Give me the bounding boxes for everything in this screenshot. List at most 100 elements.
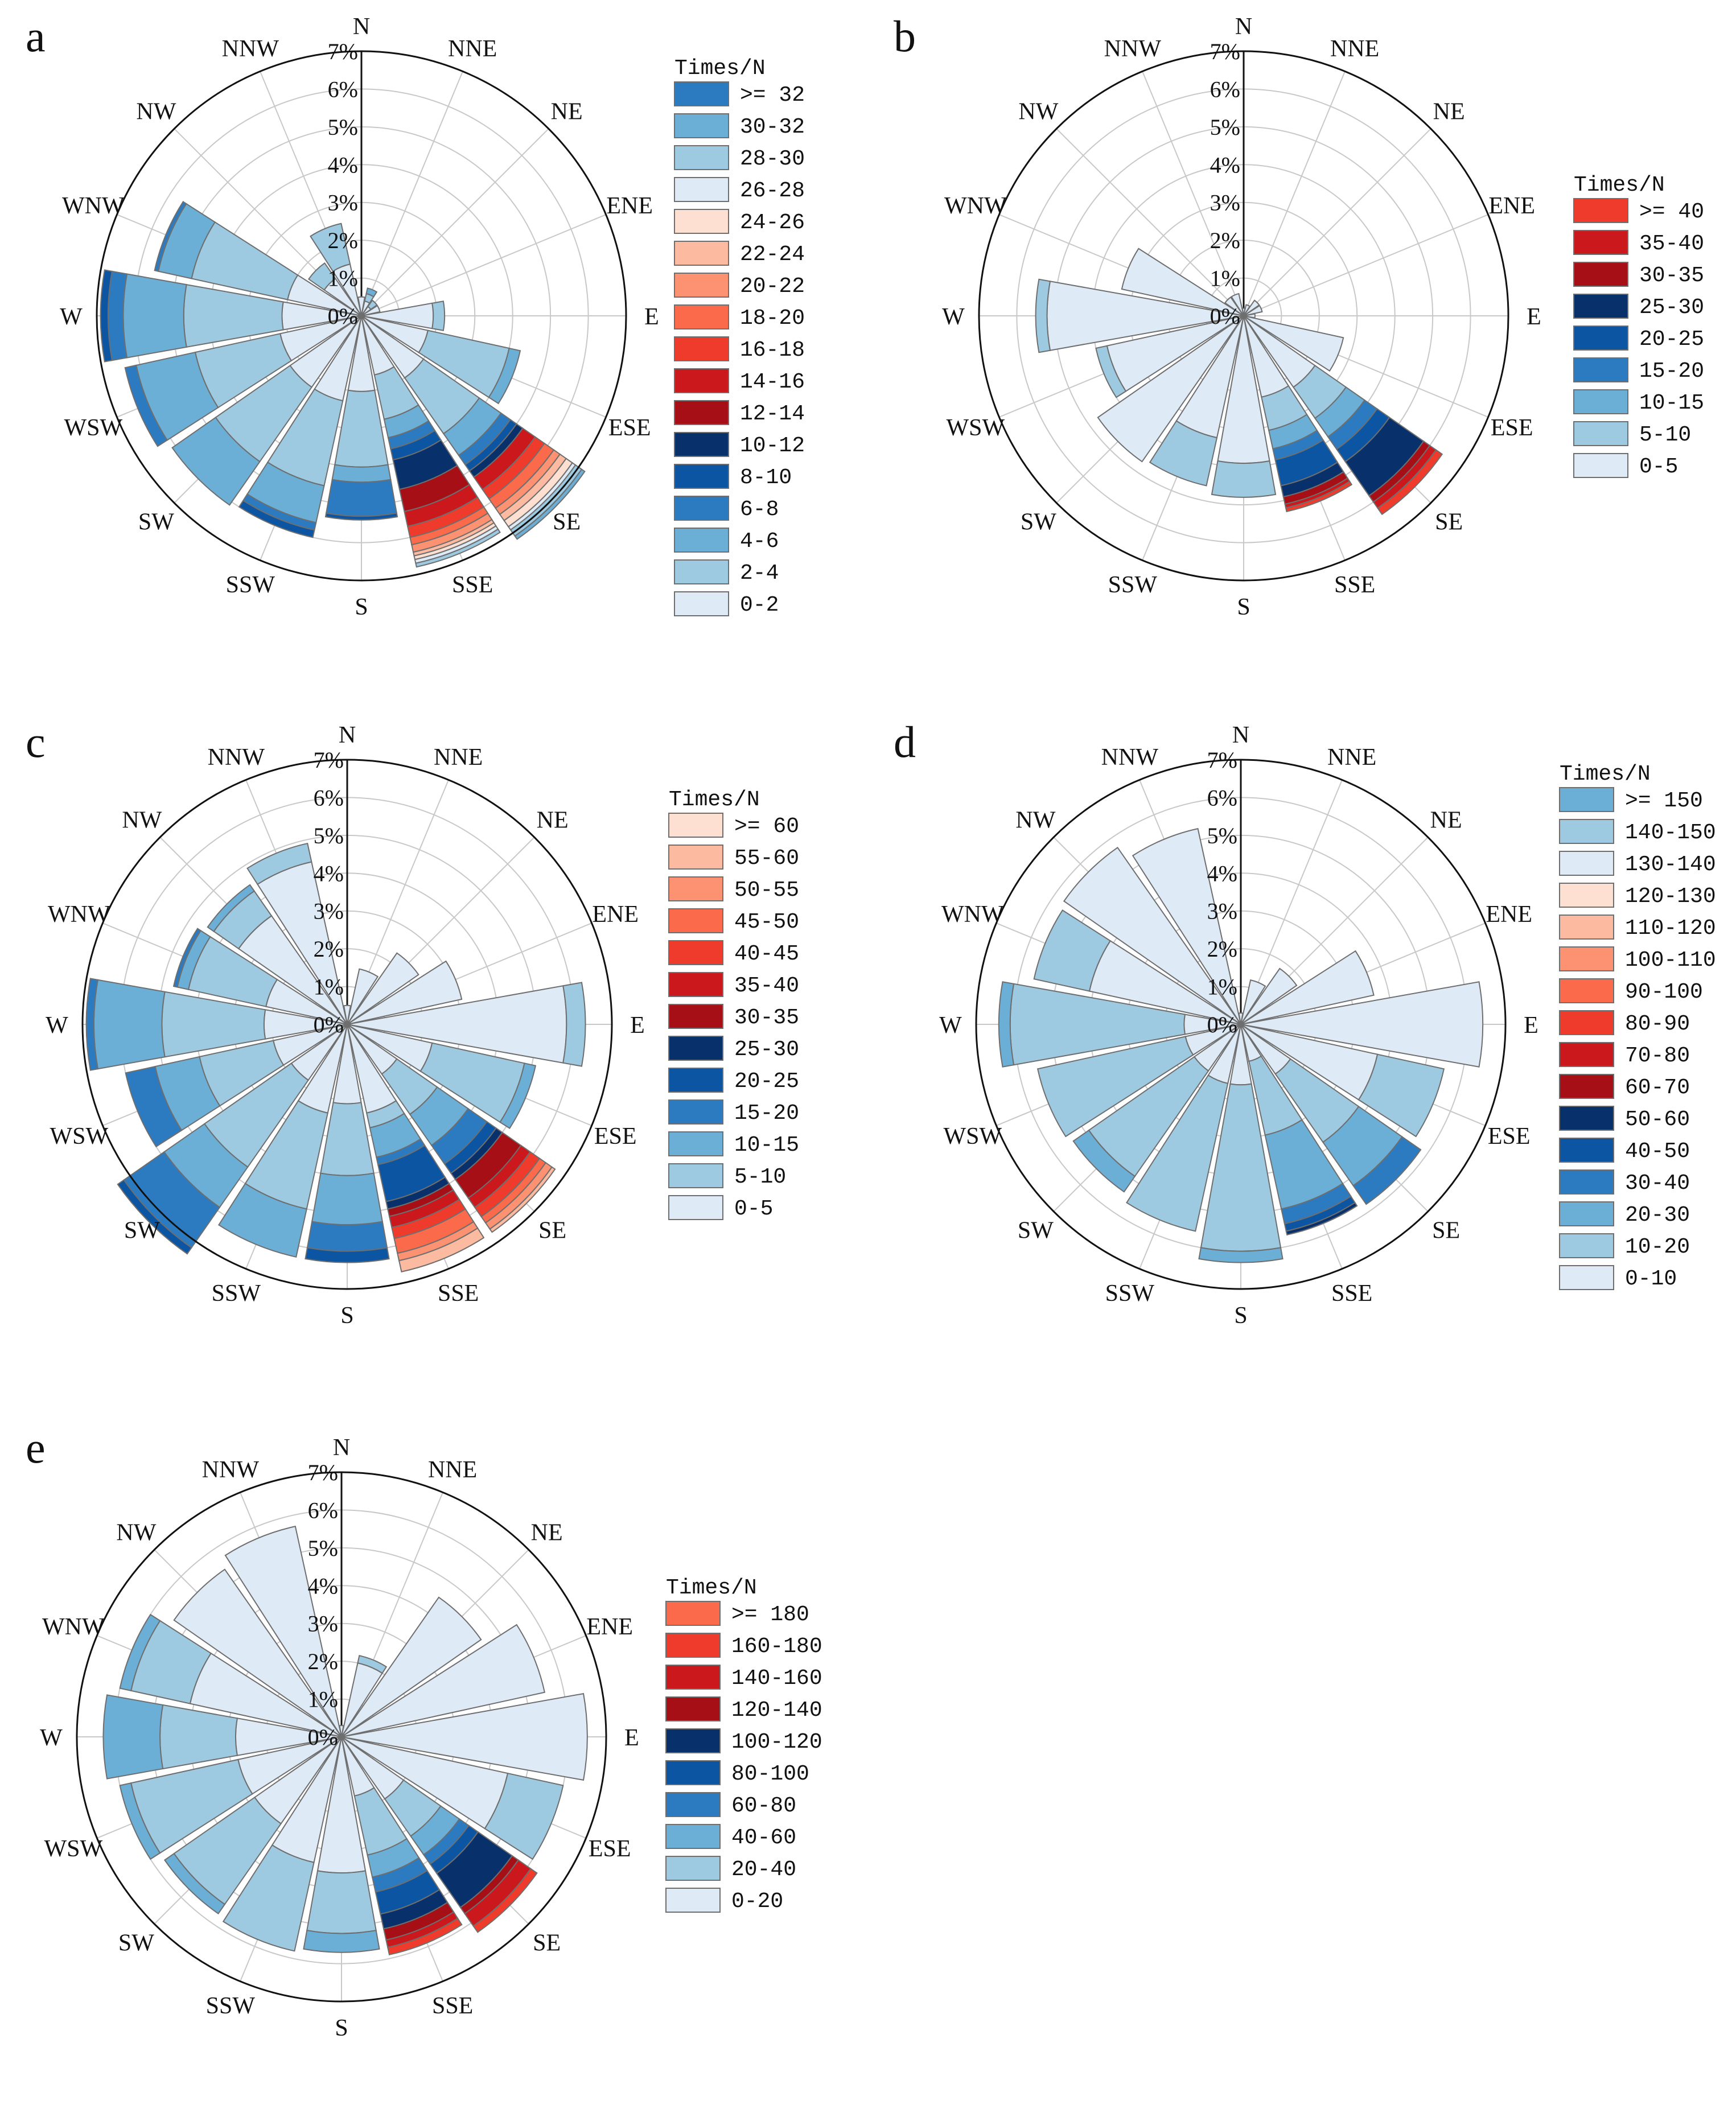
legend-label: 28-30 (740, 147, 805, 171)
direction-label-WSW: WSW (50, 1123, 108, 1150)
legend-label: 160-180 (731, 1634, 822, 1659)
petal-SW-bin-2 (163, 1852, 226, 1915)
petal-NW-bin-0 (173, 1568, 342, 1737)
radial-tick-label: 0% (314, 1012, 344, 1037)
radial-tick-label: 3% (308, 1611, 338, 1637)
legend-label: 14-16 (740, 370, 805, 394)
direction-label-SSE: SSE (438, 1280, 479, 1307)
direction-label-N: N (353, 14, 370, 40)
petal-SSE-bin-8 (386, 1917, 463, 1956)
petal-SW-bin-2 (1072, 1129, 1136, 1193)
direction-label-SE: SE (538, 1218, 566, 1244)
petal-NNE-bin-1 (357, 1655, 388, 1674)
direction-label-NNW: NNW (1104, 36, 1162, 62)
legend-label: 30-40 (1625, 1171, 1690, 1196)
legend-swatch (668, 972, 723, 997)
petal-SSW-bin-2 (217, 1183, 308, 1258)
radial-tick-label: 7% (308, 1460, 338, 1485)
legend-swatch (1559, 1169, 1614, 1195)
radial-tick-label: 0% (308, 1724, 338, 1750)
petal-NW-bin-2 (207, 884, 256, 933)
petal-SSE-bin-11 (398, 1227, 485, 1272)
legend-label: 5-10 (1639, 423, 1691, 447)
direction-label-E: E (624, 1725, 639, 1751)
radial-tick-label: 6% (1210, 76, 1240, 102)
legend-label: 0-10 (1625, 1267, 1677, 1291)
petal-NNW-bin-0 (1231, 293, 1244, 316)
legend-swatch (668, 1004, 723, 1029)
petal-WSW-bin-2 (119, 1782, 161, 1860)
legend-swatch (1559, 1233, 1614, 1258)
legend-swatch (674, 432, 729, 457)
petal-S-bin-1 (306, 1870, 377, 1934)
legend-label: 18-20 (740, 306, 805, 331)
panel-label: e (26, 1423, 46, 1472)
direction-label-E: E (1524, 1012, 1538, 1039)
legend-label: 55-60 (734, 846, 799, 871)
outer-circle (76, 1471, 607, 2003)
direction-label-ESE: ESE (608, 415, 651, 441)
legend-label: 20-40 (731, 1857, 796, 1882)
legend-label: 100-120 (731, 1730, 822, 1754)
radial-tick-label: 5% (308, 1535, 338, 1561)
direction-label-N: N (1235, 14, 1252, 40)
radial-tick-label: 5% (1207, 823, 1237, 849)
legend-label: 80-90 (1625, 1012, 1690, 1036)
radial-tick-label: 2% (328, 228, 358, 253)
legend-label: 40-45 (734, 942, 799, 966)
legend-label: 40-50 (1625, 1139, 1690, 1164)
direction-label-SW: SW (1018, 1218, 1054, 1244)
petal-NW-bin-0 (1063, 846, 1241, 1025)
petal-ESE-bin-2 (488, 347, 521, 405)
petal-NE-bin-0 (1243, 299, 1260, 316)
direction-label-WSW: WSW (943, 1123, 1002, 1150)
legend-label: 90-100 (1625, 980, 1703, 1004)
legend-swatch (674, 241, 729, 266)
direction-label-WSW: WSW (64, 415, 122, 441)
legend-swatch (674, 528, 729, 553)
legend-swatch (668, 1036, 723, 1061)
petal-S-bin-2 (1198, 1247, 1284, 1263)
legend-label: 0-5 (1639, 455, 1678, 479)
legend-swatch (674, 81, 729, 106)
petal-S-bin-1 (320, 1102, 375, 1176)
legend-swatch (665, 1760, 721, 1785)
direction-label-NE: NE (531, 1519, 563, 1546)
outer-circle (978, 50, 1509, 582)
direction-label-E: E (644, 304, 659, 330)
radial-tick-label: 0% (328, 303, 358, 329)
legend-label: 140-150 (1625, 821, 1716, 845)
radial-tick-label: 4% (328, 152, 358, 178)
windrose-panel-c: c 0% 1% 2% 3% 4% 5% 6% 7% N NNE NE ENE E ESE SE SSE S SSW S… (0, 706, 868, 1411)
legend-label: 25-30 (1639, 295, 1704, 320)
petal-S-bin-3 (306, 1221, 388, 1252)
petal-SW-bin-2 (171, 417, 261, 506)
direction-label-ESE: ESE (1491, 415, 1533, 441)
radial-tick-label: 6% (314, 785, 344, 810)
legend-swatch (668, 845, 723, 870)
petal-WNW-bin-0 (1121, 248, 1244, 316)
petal-E-bin-0 (341, 1692, 588, 1781)
legend-swatch (1559, 819, 1614, 844)
legend-label: 6-8 (740, 497, 779, 522)
petal-SE-bin-15 (514, 468, 586, 540)
legend-label: 40-60 (731, 1826, 796, 1850)
direction-label-W: W (60, 304, 83, 330)
direction-label-S: S (1234, 1303, 1247, 1329)
radial-tick-label: 2% (314, 936, 344, 962)
petal-ESE-bin-0 (1243, 315, 1344, 372)
petal-S-bin-1 (1211, 460, 1277, 498)
radial-tick-label: 2% (1207, 936, 1237, 962)
petal-SW-bin-4 (117, 1179, 192, 1255)
windrose-svg-c: c 0% 1% 2% 3% 4% 5% 6% 7%N NNE NE ENE E ESE SE SSE S SSW S… (26, 717, 799, 1329)
legend-label: 15-20 (1639, 359, 1704, 384)
direction-label-WNW: WNW (941, 901, 1004, 928)
petal-NNW-bin-1 (246, 842, 312, 885)
petal-NE-bin-0 (347, 952, 419, 1025)
petal-W-bin-4 (100, 269, 113, 363)
petal-S-bin-2 (303, 1929, 380, 1953)
windrose-svg-a: a 0% 1% 2% 3% 4% 5% 6% 7%N NNE NE ENE E ESE SE SSE S SSW S… (26, 11, 805, 620)
grid-spoke (1243, 71, 1346, 316)
direction-label-SSW: SSW (212, 1280, 261, 1307)
direction-label-SE: SE (553, 509, 581, 536)
